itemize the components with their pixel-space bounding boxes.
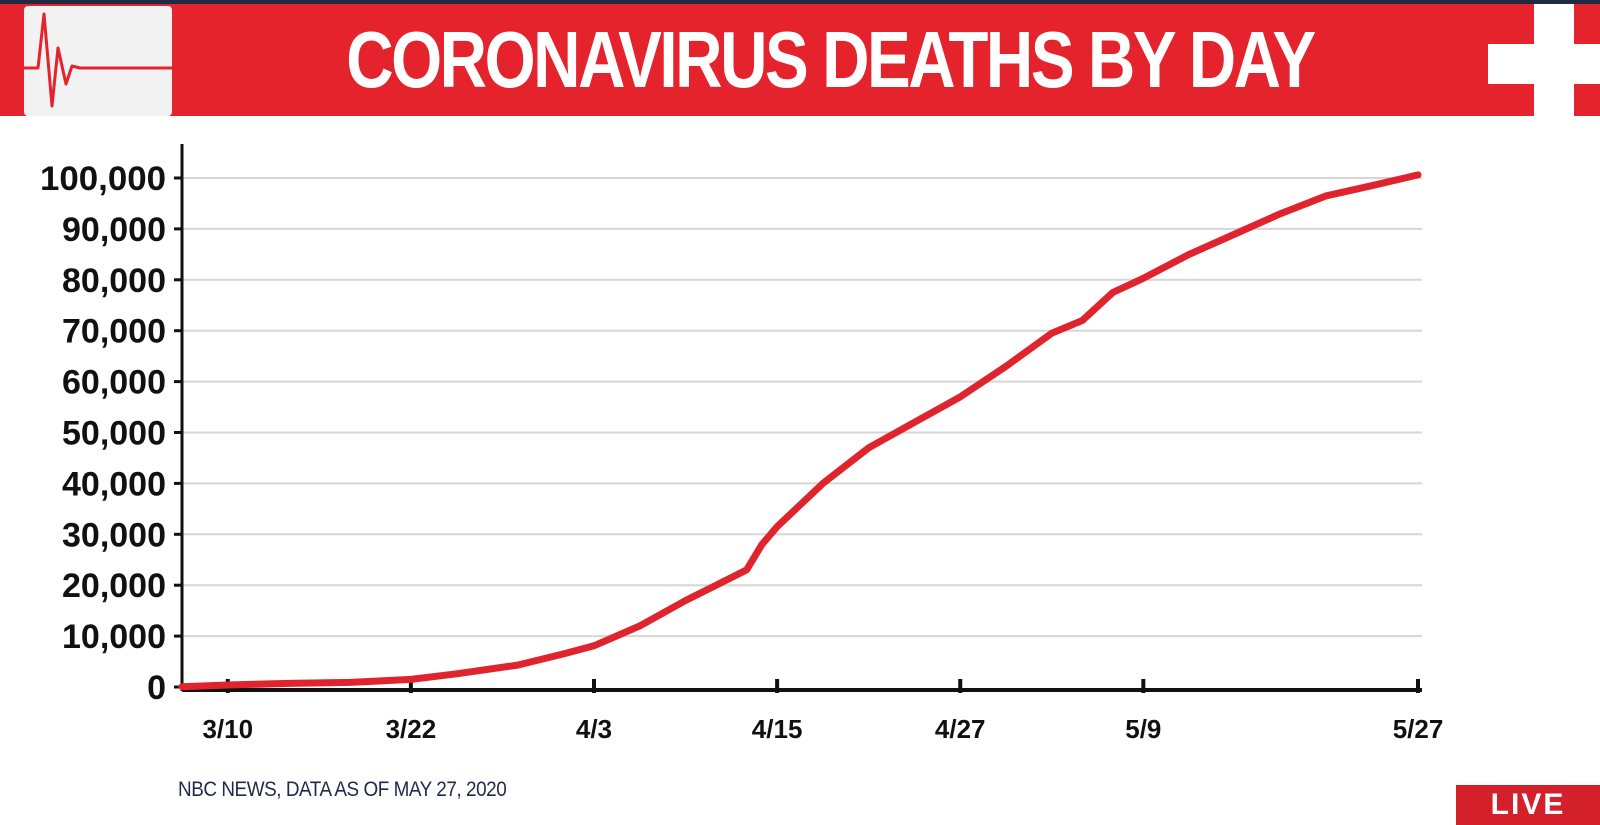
x-tick-label: 5/27 [1393,714,1444,744]
x-tick-label: 4/15 [752,714,803,744]
y-tick-label: 20,000 [62,567,166,605]
y-tick-label: 50,000 [62,415,166,453]
y-tick-label: 10,000 [62,618,166,656]
y-tick-label: 80,000 [62,262,166,300]
live-badge: LIVE [1456,785,1600,825]
x-tick-label: 3/10 [202,714,253,744]
source-note: NBC NEWS, DATA AS OF MAY 27, 2020 [178,778,507,801]
title-banner [0,4,1600,116]
x-tick-label: 3/22 [386,714,437,744]
x-tick-label: 4/3 [576,714,612,744]
chart-title: CORONAVIRUS DEATHS BY DAY [346,15,1316,104]
medical-cross-icon [1488,4,1600,116]
series-line-deaths [178,171,1422,691]
y-tick-label: 40,000 [62,465,166,503]
top-rule [0,0,1600,4]
x-tick-label: 5/9 [1125,714,1161,744]
ekg-heartbeat-icon [24,6,172,116]
y-tick-label: 0 [147,669,166,707]
y-tick-label: 30,000 [62,516,166,554]
x-tick-label: 4/27 [935,714,986,744]
y-tick-label: 70,000 [62,313,166,351]
y-tick-label: 90,000 [62,211,166,249]
y-tick-label: 100,000 [40,160,166,198]
y-tick-label: 60,000 [62,364,166,402]
line-chart: 0 10,000 20,000 30,000 40,000 50,000 60,000 70,… [40,144,1444,744]
